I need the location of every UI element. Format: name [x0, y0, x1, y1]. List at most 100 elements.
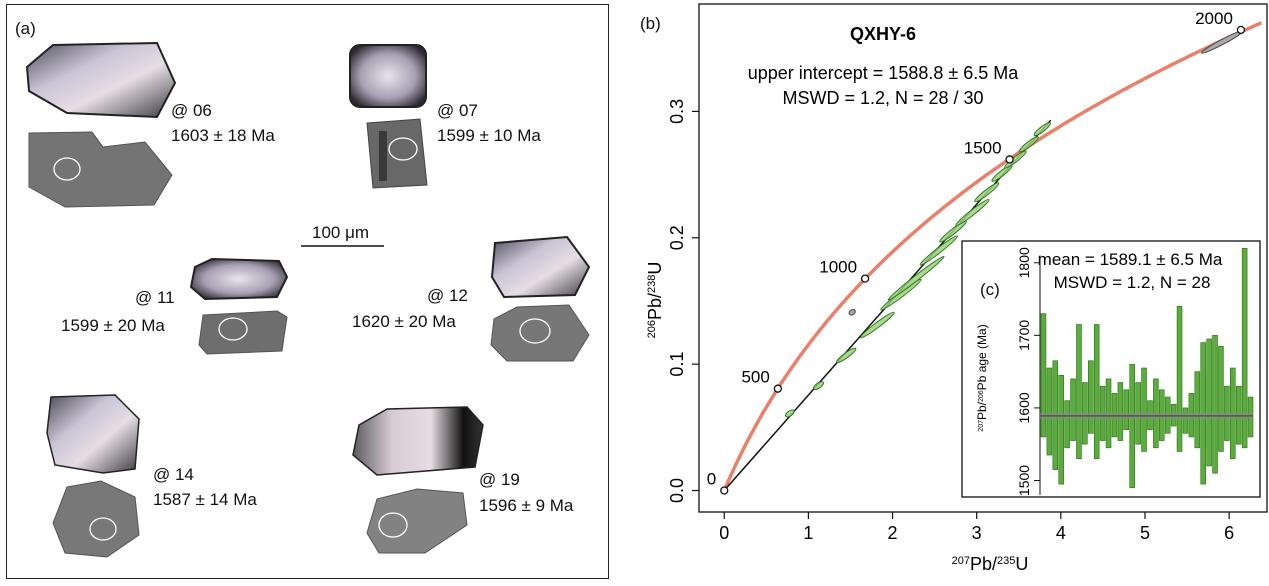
concordia-age-label: 0	[707, 470, 716, 489]
panel-c-label: (c)	[980, 280, 1000, 299]
excluded-analysis-ellipse	[848, 309, 856, 316]
sample-title: QXHY-6	[850, 24, 916, 44]
age-error-bar	[1141, 367, 1147, 452]
concordia-age-label: 2000	[1195, 9, 1233, 28]
grain-12-optical-image	[490, 235, 591, 299]
grain-19: @ 19 1596 ± 9 Ma	[352, 406, 574, 554]
grain-06-spot	[53, 157, 81, 181]
inset-y-axis-title: 207Pb/206Pb age (Ma)	[975, 324, 989, 431]
inset-y-axis-title-element-2: Pb age (Ma)	[975, 324, 989, 390]
age-error-bar	[1194, 371, 1201, 449]
x-tick-label: 3	[972, 523, 982, 543]
analysis-ellipse	[939, 220, 967, 243]
x-tick-label: 1	[803, 523, 813, 543]
age-error-bar	[1058, 374, 1064, 485]
grain-11-cl-image	[198, 310, 288, 355]
age-error-bar	[1123, 389, 1130, 430]
x-tick-label: 6	[1224, 523, 1234, 543]
age-error-bar	[1212, 335, 1218, 474]
analysis-ellipse	[880, 278, 922, 311]
grain-19-optical-image	[352, 406, 484, 476]
grain-07: @ 07 1599 ± 10 Ma	[349, 44, 541, 189]
inset-mswd-annotation: MSWD = 1.2, N = 28	[1054, 273, 1211, 292]
analysis-ellipse	[860, 311, 895, 339]
grain-06-id: @ 06	[171, 101, 212, 120]
concordia-age-label: 500	[741, 368, 769, 387]
age-error-bar	[1070, 378, 1076, 441]
panel-a-label: (a)	[15, 19, 36, 38]
panel-a-frame: (a) @ 06 1603 ± 18 Ma @ 07 1599 ± 10 Ma …	[6, 4, 609, 579]
grain-12-cl-image	[490, 304, 590, 362]
grain-11-id: @ 11	[135, 288, 175, 307]
inset-y-axis-title-mass-1: 207	[978, 420, 985, 432]
grain-11-age: 1599 ± 20 Ma	[61, 316, 165, 335]
x-axis-title-mass-1: 207	[952, 555, 970, 567]
y-axis-title-mass-2: 238	[646, 275, 658, 293]
grain-14: @ 14 1587 ± 14 Ma	[46, 394, 257, 558]
y-axis-title-element-1: Pb/	[645, 293, 665, 320]
concordia-x-axis-title: 207Pb/235U	[952, 554, 1029, 574]
inset-y-tick-label: 1800	[1016, 247, 1032, 278]
grain-12-spot	[519, 318, 551, 344]
grain-12-id: @ 12	[427, 286, 468, 305]
age-error-bar	[1129, 364, 1135, 489]
y-tick-label: 0.1	[667, 352, 687, 377]
analysis-ellipse	[974, 182, 1000, 203]
age-error-bar	[1093, 324, 1100, 460]
analysis-ellipse	[955, 198, 990, 227]
inset-y-axis-title-element-1: Pb/	[975, 401, 989, 420]
concordia-curve	[722, 21, 1263, 492]
age-error-bar	[1046, 367, 1053, 456]
inset-y-axis-title-mass-2: 206	[978, 390, 985, 402]
inset-y-tick-label: 1700	[1016, 320, 1032, 351]
grain-12-age: 1620 ± 20 Ma	[352, 312, 456, 331]
analysis-ellipse	[812, 381, 825, 391]
grain-14-id: @ 14	[153, 465, 194, 484]
y-axis-title-mass-1: 206	[646, 320, 658, 338]
inset-y-tick-label: 1600	[1016, 392, 1032, 423]
y-tick-label: 0.2	[667, 225, 687, 250]
grain-06: @ 06 1603 ± 18 Ma	[25, 41, 275, 208]
analysis-ellipse	[1004, 150, 1027, 169]
x-axis-title-element-2: U	[1015, 554, 1028, 574]
grain-07-zoning	[379, 131, 387, 181]
analysis-ellipse	[919, 235, 958, 266]
x-tick-label: 0	[719, 523, 729, 543]
analysis-ellipse	[887, 255, 945, 301]
analysis-ellipse	[785, 409, 795, 418]
x-tick-label: 4	[1056, 523, 1066, 543]
grain-07-age: 1599 ± 10 Ma	[437, 126, 541, 145]
concordia-mswd-annotation: MSWD = 1.2, N = 28 / 30	[782, 88, 983, 108]
grain-11-spot	[218, 317, 248, 341]
y-axis-title-element-2: U	[645, 262, 665, 275]
grain-11: @ 11 1599 ± 20 Ma	[61, 257, 289, 355]
upper-intercept-annotation: upper intercept = 1588.8 ± 6.5 Ma	[748, 63, 1020, 83]
analysis-ellipse	[1018, 136, 1039, 153]
grain-19-id: @ 19	[479, 470, 520, 489]
concordia-age-label: 1000	[819, 258, 857, 277]
concordia-age-label: 1500	[964, 138, 1002, 157]
age-error-bar	[1076, 324, 1082, 460]
weighted-mean-annotation: mean = 1589.1 ± 6.5 Ma	[1038, 250, 1223, 269]
x-tick-label: 5	[1140, 523, 1150, 543]
panel-b-label: (b)	[640, 14, 661, 33]
grain-19-age: 1596 ± 9 Ma	[479, 496, 574, 515]
grain-19-spot	[378, 512, 408, 538]
x-tick-label: 2	[888, 523, 898, 543]
x-axis-title-element-1: Pb/	[970, 554, 997, 574]
age-error-bar	[1182, 407, 1189, 434]
grain-06-cl-image	[28, 131, 173, 208]
analysis-ellipse	[836, 347, 857, 364]
age-error-bar	[1218, 345, 1224, 452]
age-error-bar	[1206, 338, 1212, 467]
concordia-y-axis-title: 206Pb/238U	[645, 262, 665, 339]
grain-07-id: @ 07	[437, 101, 478, 120]
concordia-age-marker	[720, 486, 729, 495]
y-tick-label: 0.3	[667, 99, 687, 124]
grain-14-spot	[89, 517, 117, 541]
grain-06-age: 1603 ± 18 Ma	[171, 126, 275, 145]
age-error-bar	[1117, 382, 1124, 441]
grain-06-optical-image	[25, 41, 177, 119]
grain-07-spot	[388, 137, 418, 161]
